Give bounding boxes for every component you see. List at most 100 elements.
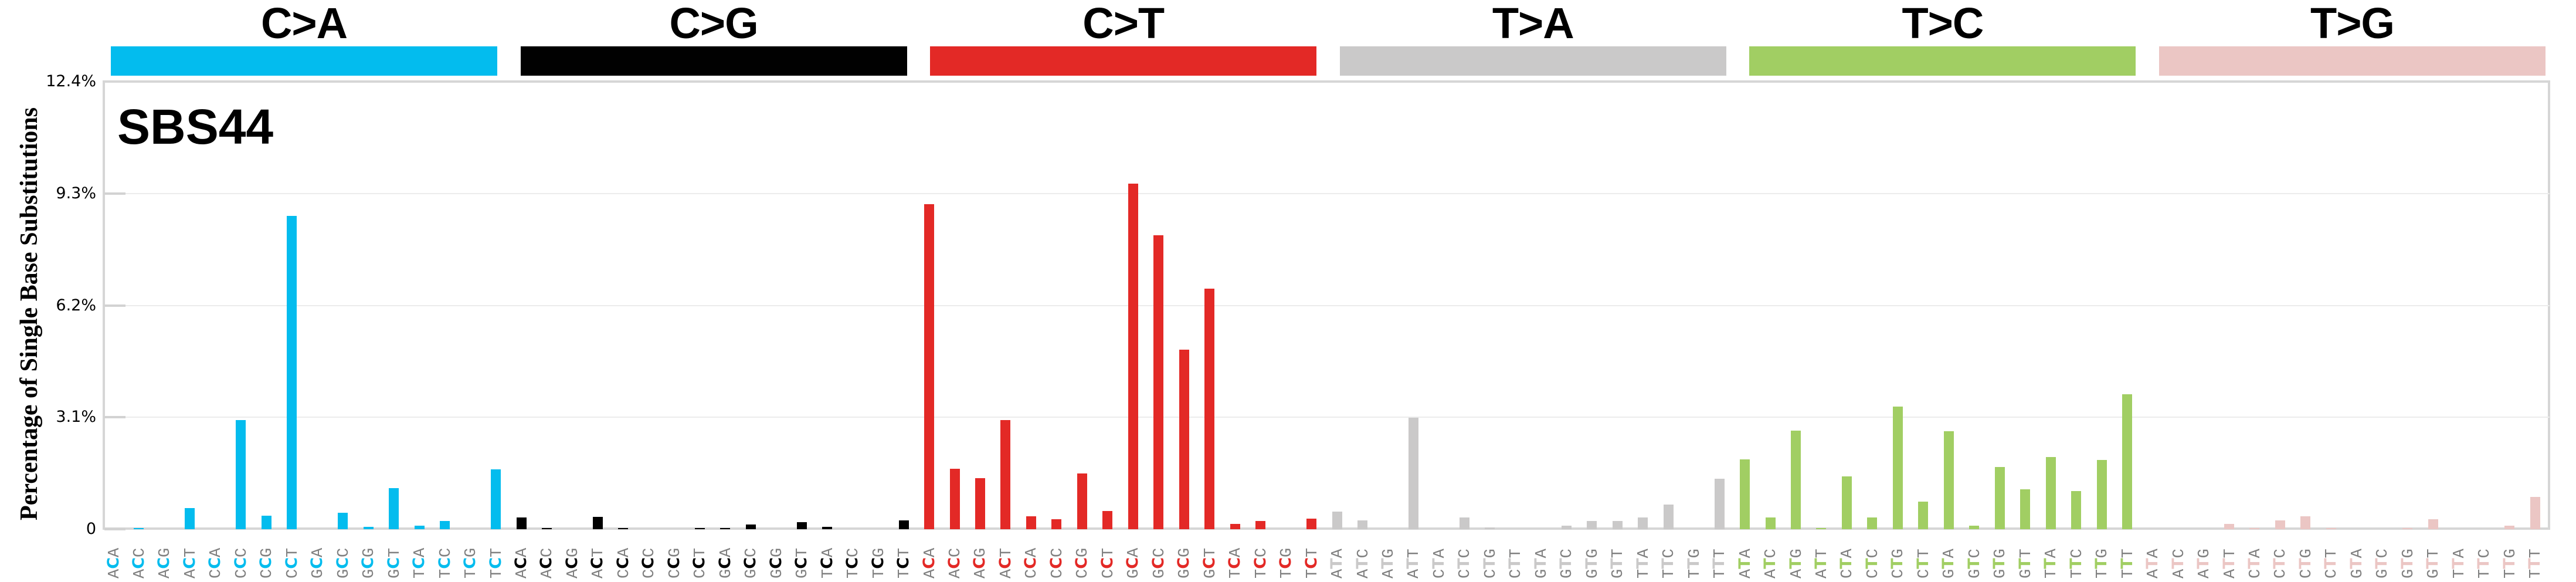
header-bar-t-to-a [1339, 46, 1726, 76]
context-label: TTC [2475, 549, 2494, 578]
bar-c-to-a-acc [134, 528, 144, 529]
context-label: TCC [1251, 547, 1271, 578]
context-label: GCT [384, 547, 404, 578]
bar-c-to-g-gcc [745, 525, 756, 529]
context-label: GTC [1557, 549, 1577, 578]
bar-t-to-a-gtc [1561, 525, 1572, 529]
bar-c-to-a-tcc [440, 521, 450, 529]
context-label: TCT [894, 547, 914, 578]
context-label: CTT [2322, 549, 2341, 578]
bar-t-to-c-gtc [1969, 525, 1980, 529]
context-label: TCT [486, 547, 506, 578]
bar-c-to-t-aca [924, 204, 935, 529]
gridline [104, 304, 2550, 306]
bar-t-to-c-ata [1740, 459, 1750, 529]
context-label: TTG [2092, 549, 2112, 578]
bar-t-to-c-atc [1765, 517, 1776, 529]
context-label: ATC [2168, 549, 2188, 578]
bar-t-to-g-gtt [2428, 519, 2438, 529]
context-label: TCA [1226, 547, 1245, 578]
context-label: GTA [1531, 549, 1551, 578]
bar-t-to-c-gtg [1994, 466, 2005, 529]
context-label: CTA [2245, 549, 2265, 578]
context-label: TTT [1710, 549, 1730, 578]
context-label: TCG [1277, 547, 1297, 578]
context-label: CCA [1021, 547, 1041, 578]
context-label: GTC [2373, 549, 2392, 578]
context-label: GTG [1582, 549, 1602, 578]
context-label: CCC [1047, 547, 1067, 578]
context-label: GTC [1964, 549, 1984, 578]
context-label: TTG [1684, 549, 1704, 578]
context-label: CCA [613, 547, 633, 578]
bar-c-to-t-ccg [1077, 473, 1087, 529]
bar-t-to-c-att [1816, 528, 1827, 529]
context-label: ACC [945, 547, 965, 578]
bar-c-to-a-ccg [261, 516, 271, 529]
context-label: GCG [359, 547, 379, 578]
context-label: TCG [868, 547, 888, 578]
bar-t-to-c-ttt [2122, 394, 2133, 529]
bar-t-to-a-ctc [1459, 517, 1469, 529]
context-label: CCT [690, 547, 710, 578]
context-label: ATC [1353, 549, 1373, 578]
header-bar-c-to-a [111, 46, 497, 76]
context-label: CTG [1480, 549, 1500, 578]
context-label: CCG [257, 547, 277, 578]
tick-mark [104, 192, 125, 195]
context-label: TCA [410, 547, 430, 578]
bar-c-to-g-tca [822, 527, 833, 529]
bar-c-to-t-gcc [1153, 235, 1164, 529]
context-label: TTG [2500, 549, 2520, 578]
context-label: GTG [2398, 549, 2418, 578]
bar-c-to-g-tct [898, 520, 909, 529]
context-label: ACA [919, 547, 939, 578]
context-label: CTG [2296, 549, 2316, 578]
context-label: CTC [2270, 549, 2290, 578]
bar-t-to-c-gta [1943, 431, 1954, 529]
bar-c-to-g-cct [694, 528, 705, 529]
bar-c-to-g-aca [516, 517, 527, 529]
context-label: TCT [1302, 547, 1322, 578]
context-label: TCC [843, 547, 863, 578]
context-label: ACG [562, 547, 582, 578]
bar-c-to-a-tct [491, 469, 501, 529]
bar-t-to-g-ctc [2275, 520, 2285, 529]
bar-c-to-g-cca [618, 528, 629, 529]
bar-c-to-a-gct [389, 488, 399, 529]
bar-t-to-c-atg [1791, 431, 1801, 529]
bar-c-to-a-act [185, 508, 195, 529]
context-label: CCC [639, 547, 659, 578]
context-label: ACG [970, 547, 990, 578]
y-axis-title: Percentage of Single Base Substitutions [16, 107, 43, 520]
context-label: CTA [1837, 549, 1857, 578]
bar-t-to-g-att [2224, 524, 2234, 529]
context-label: ATA [1328, 549, 1348, 578]
header-label-t-to-a: T>A [1492, 0, 1574, 48]
bar-t-to-c-gtt [2020, 489, 2031, 529]
context-label: TTT [2526, 549, 2546, 578]
bar-t-to-c-ctt [1918, 501, 1929, 529]
header-label-c-to-a: C>A [260, 0, 348, 48]
context-label: ACA [512, 547, 532, 578]
bar-t-to-g-ctt [2326, 527, 2336, 529]
tick-label: 0 [86, 520, 96, 538]
context-label: ATT [1404, 549, 1424, 578]
context-label: TTT [2117, 549, 2137, 578]
context-label: GCC [333, 547, 353, 578]
context-label: CCG [664, 547, 684, 578]
bar-c-to-t-act [1000, 419, 1011, 529]
bar-c-to-t-gca [1128, 184, 1138, 529]
header-label-c-to-t: C>T [1082, 0, 1165, 48]
context-label: GTG [1990, 549, 2010, 578]
context-label: ATG [1786, 549, 1806, 578]
bar-t-to-a-ttc [1663, 504, 1674, 529]
bar-c-to-a-cct [287, 215, 297, 529]
context-label: GTT [1608, 549, 1628, 578]
context-label: GCA [1124, 547, 1143, 578]
context-label: ATG [2194, 549, 2214, 578]
bar-c-to-t-cca [1026, 516, 1036, 529]
bar-t-to-c-ttg [2096, 460, 2107, 529]
context-label: TCC [435, 547, 455, 578]
bar-t-to-c-ttc [2071, 491, 2082, 529]
